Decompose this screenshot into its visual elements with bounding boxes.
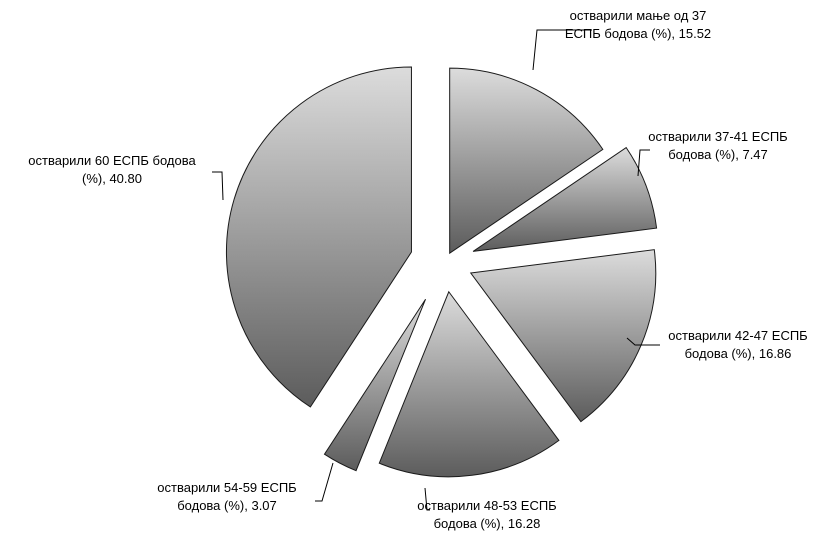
leader-line-4 [424,487,430,511]
leader-line-6 [212,171,224,201]
slice-label-2: остварили 37-41 ЕСПБ бодова (%), 7.47 [648,129,787,162]
leader-line-5 [315,462,334,502]
slice-label-1: остварили мање од 37 ЕСПБ бодова (%), 15.… [565,8,711,41]
pie-slice-1 [449,67,604,255]
slice-label-line: бодова (%), 7.47 [668,147,768,162]
slice-label-line: ЕСПБ бодова (%), 15.52 [565,26,711,41]
leaders-layer [212,29,660,511]
slice-label-line: остварили 42-47 ЕСПБ [668,328,807,343]
pie-slice-3 [469,249,657,423]
leader-line-2 [637,149,650,177]
leader-line-1 [532,29,592,71]
slice-label-line: остварили 48-53 ЕСПБ [417,498,556,513]
slices-layer [225,66,658,478]
slice-label-line: (%), 40.80 [82,171,142,186]
slice-label-line: остварили мање од 37 [570,8,707,23]
pie-slice-5 [323,298,427,472]
slice-label-line: бодова (%), 16.28 [434,516,541,531]
slice-label-line: остварили 54-59 ЕСПБ [157,480,296,495]
pie-slice-2 [472,146,658,252]
slice-label-line: бодова (%), 3.07 [177,498,277,513]
leader-line-3 [626,337,660,346]
slice-label-4: остварили 48-53 ЕСПБ бодова (%), 16.28 [417,498,556,531]
slice-label-3: остварили 42-47 ЕСПБ бодова (%), 16.86 [668,328,807,361]
slice-label-line: остварили 60 ЕСПБ бодова [28,153,196,168]
pie-slice-4 [378,290,560,478]
labels-layer: остварили мање од 37 ЕСПБ бодова (%), 15.… [28,8,807,531]
slice-label-5: остварили 54-59 ЕСПБ бодова (%), 3.07 [157,480,296,513]
pie-slice-6 [225,66,412,408]
slice-label-line: остварили 37-41 ЕСПБ [648,129,787,144]
slice-label-6: остварили 60 ЕСПБ бодова (%), 40.80 [28,153,196,186]
slice-label-line: бодова (%), 16.86 [685,346,792,361]
